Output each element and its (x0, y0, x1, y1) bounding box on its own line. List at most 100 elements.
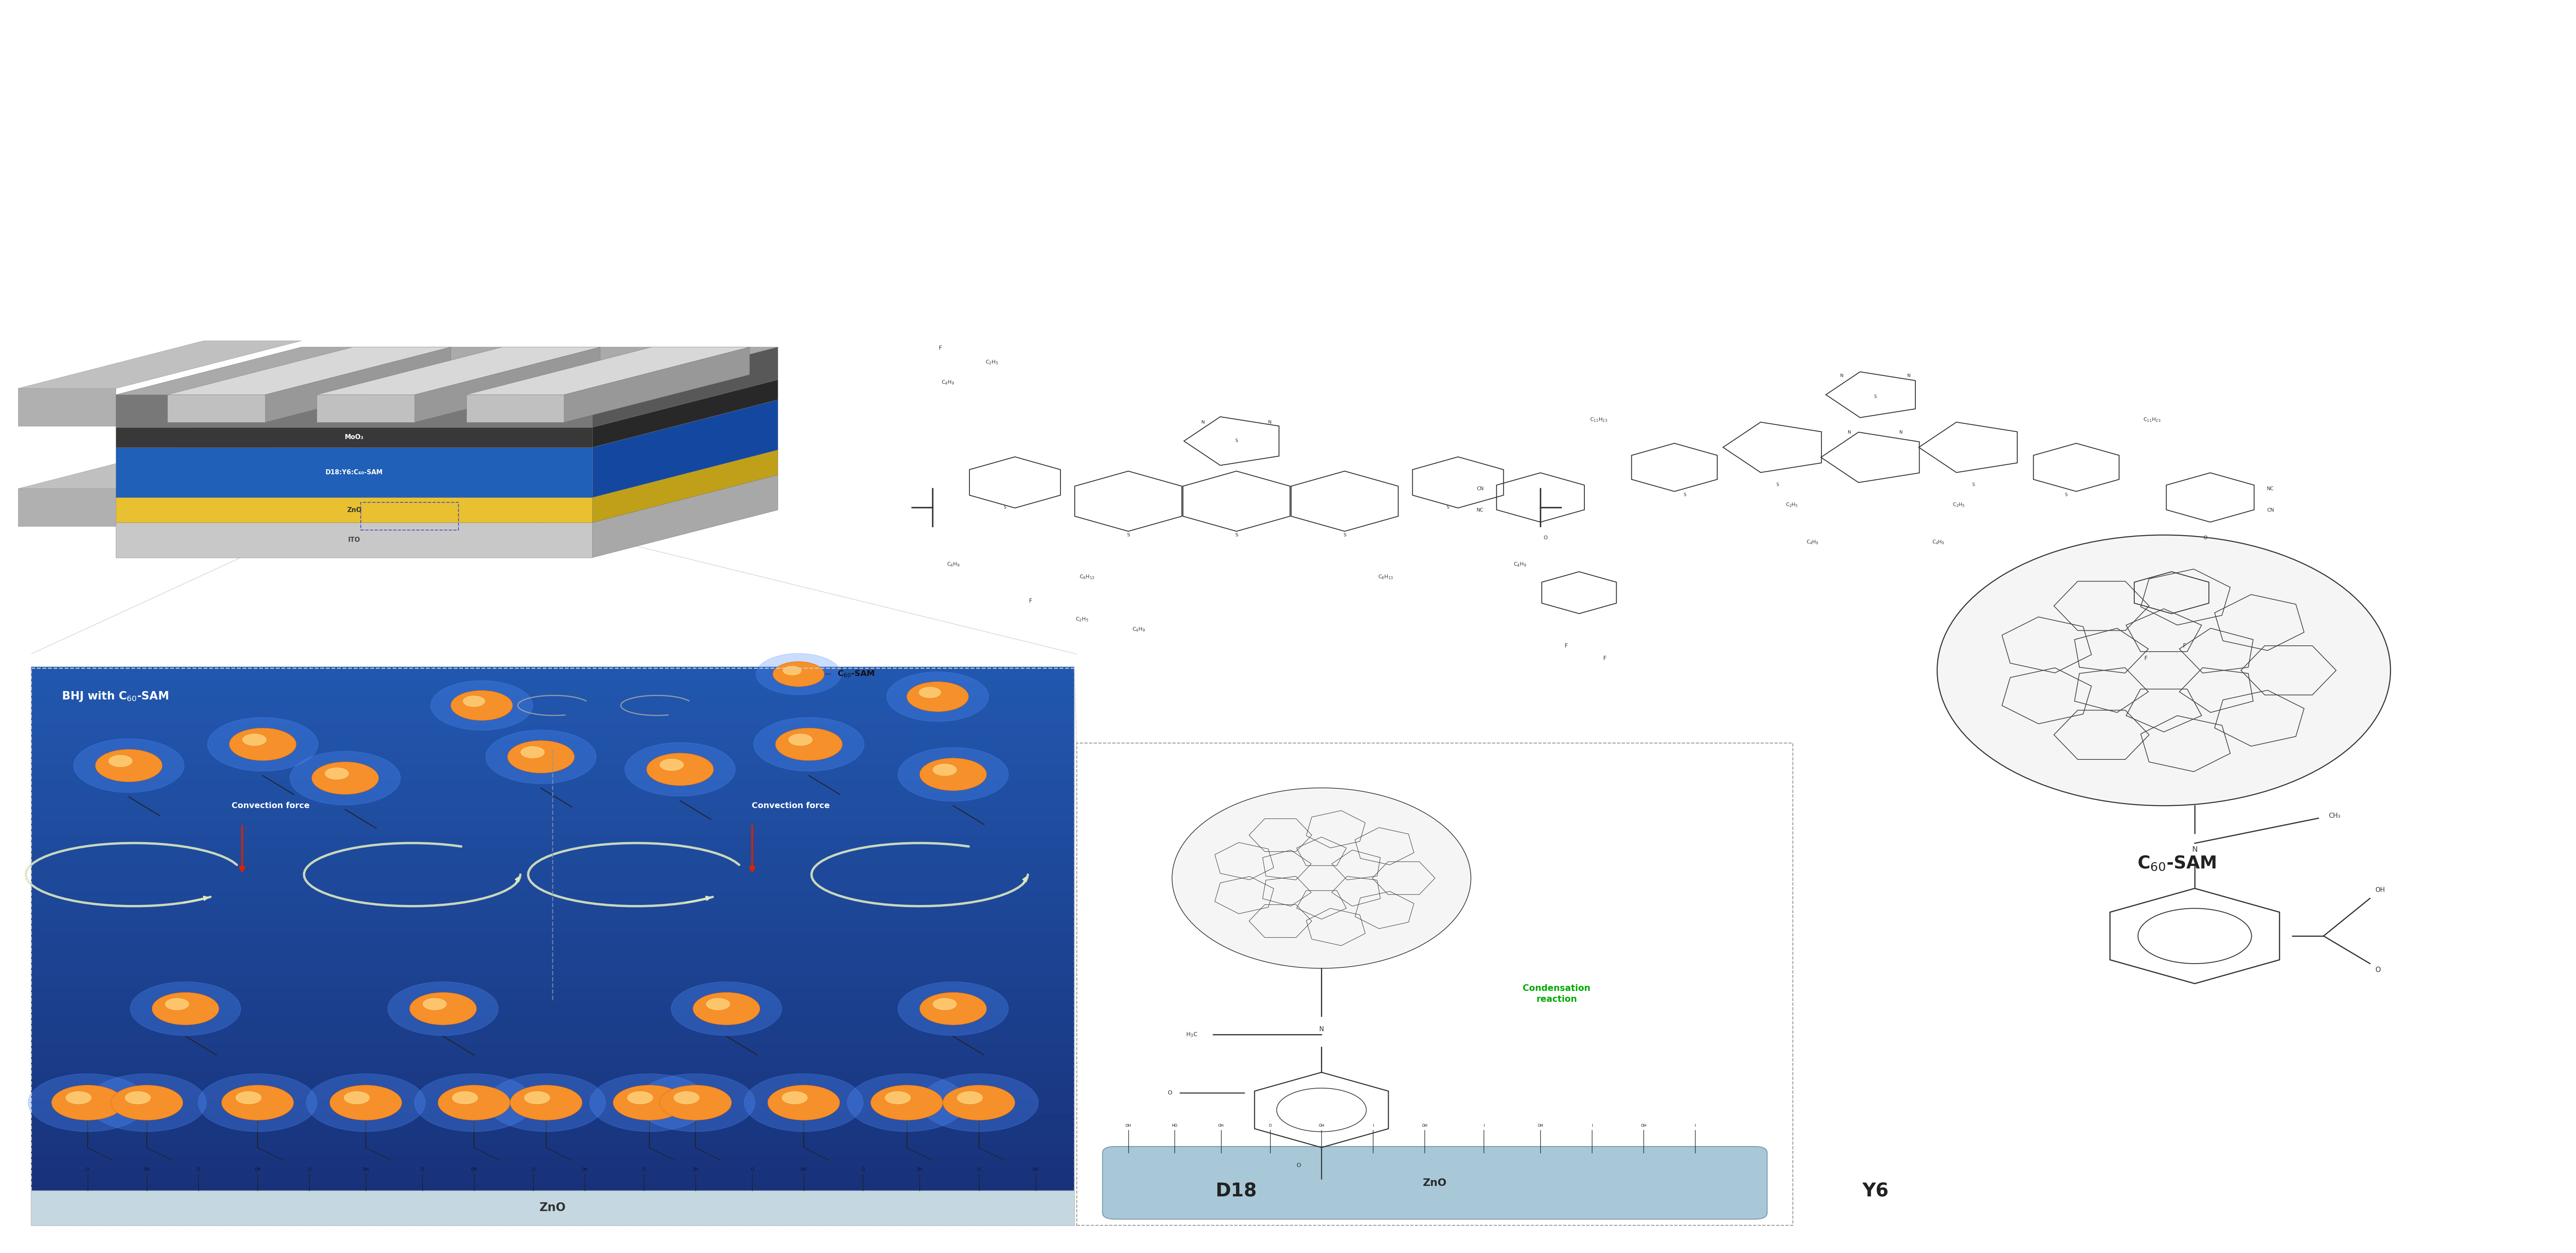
Text: O: O (531, 1168, 536, 1172)
Circle shape (755, 718, 863, 771)
Ellipse shape (1172, 788, 1471, 969)
Polygon shape (116, 380, 778, 427)
Circle shape (907, 682, 969, 712)
Text: N: N (1319, 1026, 1324, 1032)
Circle shape (613, 1085, 685, 1120)
Polygon shape (564, 347, 750, 422)
Text: NC: NC (2267, 486, 2275, 491)
Text: C$_4$H$_9$: C$_4$H$_9$ (940, 380, 956, 386)
Text: F: F (2143, 655, 2148, 662)
Text: NC: NC (1476, 507, 1484, 512)
Text: C$_2$H$_5$: C$_2$H$_5$ (1953, 501, 1965, 509)
Circle shape (75, 739, 183, 792)
Text: O: O (307, 1168, 312, 1172)
Polygon shape (415, 347, 600, 422)
Text: OH: OH (144, 1168, 149, 1172)
Bar (31, 1154, 1074, 1170)
Text: OH: OH (582, 1168, 587, 1172)
Text: Convection force: Convection force (232, 802, 309, 809)
Bar (31, 876, 1074, 891)
Circle shape (943, 1085, 1015, 1120)
Polygon shape (592, 380, 778, 447)
Text: Ag: Ag (350, 407, 358, 415)
Circle shape (67, 1091, 90, 1104)
Text: N: N (2192, 846, 2197, 853)
Circle shape (958, 1091, 981, 1104)
Bar (31, 1183, 1074, 1198)
Circle shape (291, 752, 399, 804)
Text: N: N (1839, 373, 1844, 378)
Text: F: F (2182, 643, 2187, 649)
Polygon shape (317, 347, 600, 395)
Circle shape (768, 1085, 840, 1120)
Text: D18: D18 (1216, 1183, 1257, 1200)
Text: OH: OH (1319, 1124, 1324, 1128)
Bar (31, 694, 1074, 709)
Circle shape (744, 1074, 863, 1131)
Bar (31, 1001, 1074, 1016)
Bar (31, 974, 1074, 989)
Circle shape (410, 992, 477, 1025)
Text: O: O (420, 1168, 425, 1172)
Text: N: N (1899, 430, 1904, 435)
Text: ITO: ITO (348, 536, 361, 544)
Text: C$_6$H$_{13}$: C$_6$H$_{13}$ (1079, 574, 1095, 580)
Circle shape (415, 1074, 533, 1131)
Circle shape (757, 654, 842, 694)
Text: S: S (1342, 533, 1347, 538)
Text: O: O (976, 1168, 981, 1172)
Text: S: S (1234, 439, 1239, 442)
Circle shape (773, 662, 824, 687)
Bar (31, 667, 1074, 682)
Bar (31, 917, 1074, 932)
Text: N: N (1267, 420, 1273, 425)
Bar (31, 960, 1074, 975)
Circle shape (520, 747, 544, 758)
Circle shape (464, 695, 484, 707)
Circle shape (487, 1074, 605, 1131)
Text: C$_4$H$_9$: C$_4$H$_9$ (1932, 539, 1945, 546)
Text: C$_4$H$_9$: C$_4$H$_9$ (1131, 626, 1146, 633)
Bar (31, 1099, 1074, 1114)
Circle shape (28, 1074, 147, 1131)
Text: F: F (938, 345, 943, 351)
Text: F: F (1602, 655, 1607, 662)
Text: Y6: Y6 (1862, 1183, 1888, 1200)
Text: OH: OH (363, 1168, 368, 1172)
Circle shape (325, 768, 348, 779)
Circle shape (345, 1091, 368, 1104)
Bar (31, 834, 1074, 850)
Circle shape (920, 992, 987, 1025)
Circle shape (775, 728, 842, 761)
Circle shape (659, 759, 683, 771)
Polygon shape (167, 347, 451, 395)
Circle shape (312, 762, 379, 794)
Bar (31, 1197, 1074, 1212)
Polygon shape (592, 475, 778, 558)
Circle shape (788, 734, 811, 746)
Circle shape (229, 728, 296, 761)
Bar (31, 946, 1074, 961)
Circle shape (920, 687, 940, 698)
Bar (1077, 743, 1793, 1225)
Bar (31, 862, 1074, 877)
Text: O: O (1296, 1163, 1301, 1168)
Bar (31, 1190, 1074, 1225)
Text: O: O (641, 1168, 647, 1172)
Polygon shape (116, 450, 778, 497)
Text: C$_4$H$_9$: C$_4$H$_9$ (945, 561, 961, 568)
Bar (31, 1058, 1074, 1073)
Polygon shape (116, 400, 778, 447)
Text: OH: OH (1033, 1168, 1038, 1172)
Text: O: O (2202, 535, 2208, 540)
Circle shape (422, 999, 446, 1010)
Bar (31, 722, 1074, 738)
Circle shape (886, 672, 989, 722)
Text: O: O (1543, 535, 1548, 540)
Bar (31, 1071, 1074, 1086)
Circle shape (198, 1074, 317, 1131)
Bar (31, 1210, 1074, 1225)
Circle shape (626, 743, 734, 796)
Polygon shape (592, 347, 778, 427)
Text: F: F (1564, 643, 1569, 649)
